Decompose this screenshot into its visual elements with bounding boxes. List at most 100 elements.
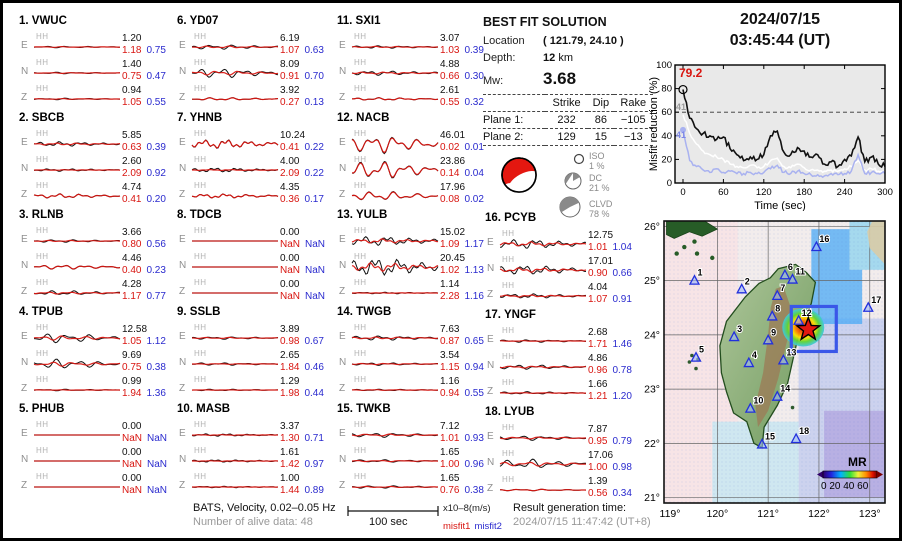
component-row: Z HH 1.14 2.28 1.16 [337, 278, 491, 304]
component-row: E HH 15.02 1.09 1.17 [337, 226, 491, 252]
channel-label: HH [502, 449, 515, 458]
trace-values: 8.09 0.91 0.70 [280, 59, 330, 82]
misfit1-value: 1.05 [122, 96, 142, 108]
component-label: Z [487, 386, 494, 397]
misfit1-value: 0.66 [440, 70, 460, 82]
channel-label: HH [36, 181, 49, 190]
component-row: E HH 0.00 NaN NaN [177, 226, 331, 252]
station-block: 7. YHNB E HH 10.24 0.41 0.22 N HH 4.00 2.09 0.22 Z H… [177, 112, 331, 209]
waveform-trace [351, 136, 439, 155]
map-lat-tick: 26° [644, 221, 660, 233]
misfit2-value: 0.65 [464, 335, 484, 347]
misfit2-value: 0.23 [146, 264, 166, 276]
channel-label: HH [194, 181, 207, 190]
station-column-2: 6. YD07 E HH 6.19 1.07 0.63 N HH 8.09 0.91 0.70 Z HH… [177, 15, 331, 500]
iso-pct: 1 % [589, 161, 605, 171]
misfit2-value: 0.89 [304, 484, 324, 496]
component-label: N [21, 357, 29, 368]
misfit1-value: NaN [280, 264, 301, 276]
component-label: Z [487, 289, 494, 300]
channel-label: HH [354, 129, 367, 138]
bats-filter-label: BATS, Velocity, 0.02–0.05 Hz [193, 502, 336, 514]
component-row: E HH 3.37 1.30 0.71 [177, 420, 331, 446]
trace-values: 0.00 NaN NaN [280, 253, 330, 276]
station-block: 10. MASB E HH 3.37 1.30 0.71 N HH 1.61 1.42 0.97 Z H… [177, 403, 331, 500]
channel-label: HH [194, 278, 207, 287]
component-row: Z HH 4.74 0.41 0.20 [19, 181, 173, 207]
waveform-trace [352, 97, 439, 101]
waveform-trace [351, 191, 439, 201]
amplitude-value: 46.01 [440, 130, 466, 141]
waveform-trace [351, 335, 439, 341]
misfit2-value: 0.93 [464, 432, 484, 444]
channel-label: HH [502, 281, 515, 290]
nodal-plane-table: Strike Dip Rake Plane 1: 232 86 −105 Pla… [483, 94, 653, 147]
svg-text:0: 0 [667, 178, 672, 189]
station-block: 11. SXI1 E HH 3.07 1.03 0.39 N HH 4.88 0.66 0.30 Z H… [337, 15, 491, 112]
component-label: E [339, 428, 346, 439]
misfit1-value: 0.40 [122, 264, 142, 276]
misfit2-value: 1.46 [612, 338, 632, 350]
component-label: E [339, 40, 346, 51]
amplitude-value: 1.14 [440, 279, 460, 290]
map-lon-tick: 120° [706, 508, 728, 520]
waveform-trace [191, 97, 279, 101]
misfit1-value: 0.90 [588, 267, 608, 279]
svg-text:240: 240 [837, 187, 853, 198]
station-marker [756, 438, 768, 449]
misfit1-value: 0.76 [440, 484, 460, 496]
iso-icon [573, 153, 585, 165]
station-block: 17. YNGF E HH 2.68 1.71 1.46 N HH 4.86 0.96 0.78 Z H… [485, 309, 639, 406]
station-marker-number: 10 [753, 396, 763, 406]
component-row: N HH 2.60 2.09 0.92 [19, 155, 173, 181]
station-marker-number: 2 [745, 276, 750, 286]
station-name: 5. PHUB [19, 403, 65, 415]
station-name: 17. YNGF [485, 309, 536, 321]
trace-values: 4.28 1.17 0.77 [122, 279, 172, 302]
clvd-label: CLVD [589, 199, 613, 209]
misfit2-value: 0.02 [464, 193, 484, 205]
misfit2-value: NaN [305, 238, 326, 250]
beachball-icon [501, 157, 537, 193]
waveform-trace [351, 388, 439, 391]
misfit2-value: 0.32 [464, 96, 484, 108]
component-row: N HH 1.65 1.00 0.96 [337, 446, 491, 472]
amplitude-value: 0.00 [122, 447, 142, 458]
misfit1-value: 1.07 [588, 293, 608, 305]
misfit2-value: 0.13 [304, 96, 324, 108]
component-label: E [179, 40, 186, 51]
component-label: Z [339, 383, 346, 394]
result-time-label: Result generation time: [513, 502, 627, 514]
waveform-trace [499, 488, 587, 492]
svg-text:180: 180 [796, 187, 812, 198]
amplitude-value: 2.65 [280, 350, 300, 361]
misfit1-value: 0.56 [588, 487, 608, 499]
component-row: N HH 3.54 1.15 0.94 [337, 349, 491, 375]
channel-label: HH [194, 323, 207, 332]
trace-values: 17.01 0.90 0.66 [588, 256, 638, 279]
misfit1-value: 1.09 [440, 238, 460, 250]
component-label: Z [339, 92, 346, 103]
trace-values: 0.94 1.05 0.55 [122, 85, 172, 108]
channel-label: HH [36, 226, 49, 235]
channel-label: HH [194, 252, 207, 261]
channel-label: HH [36, 472, 49, 481]
misfit1-value: 1.00 [440, 458, 460, 470]
component-row: Z HH 3.92 0.27 0.13 [177, 84, 331, 110]
trace-values: 4.04 1.07 0.91 [588, 282, 638, 305]
component-label: Z [21, 383, 28, 394]
channel-label: HH [36, 278, 49, 287]
waveform-trace [33, 290, 121, 295]
station-name: 14. TWGB [337, 306, 392, 318]
misfit1-value: 1.30 [280, 432, 300, 444]
component-label: N [487, 263, 495, 274]
trace-values: 1.29 1.98 0.44 [280, 376, 330, 399]
waveform-trace [33, 168, 121, 172]
station-marker [744, 402, 756, 413]
component-row: E HH 5.85 0.63 0.39 [19, 129, 173, 155]
station-marker-number: 18 [799, 426, 809, 436]
misfit2-legend: misfit2 [474, 521, 502, 532]
misfit1-value: 0.98 [280, 335, 300, 347]
trace-values: 2.65 1.84 0.46 [280, 350, 330, 373]
misfit1-value: 2.28 [440, 290, 460, 302]
